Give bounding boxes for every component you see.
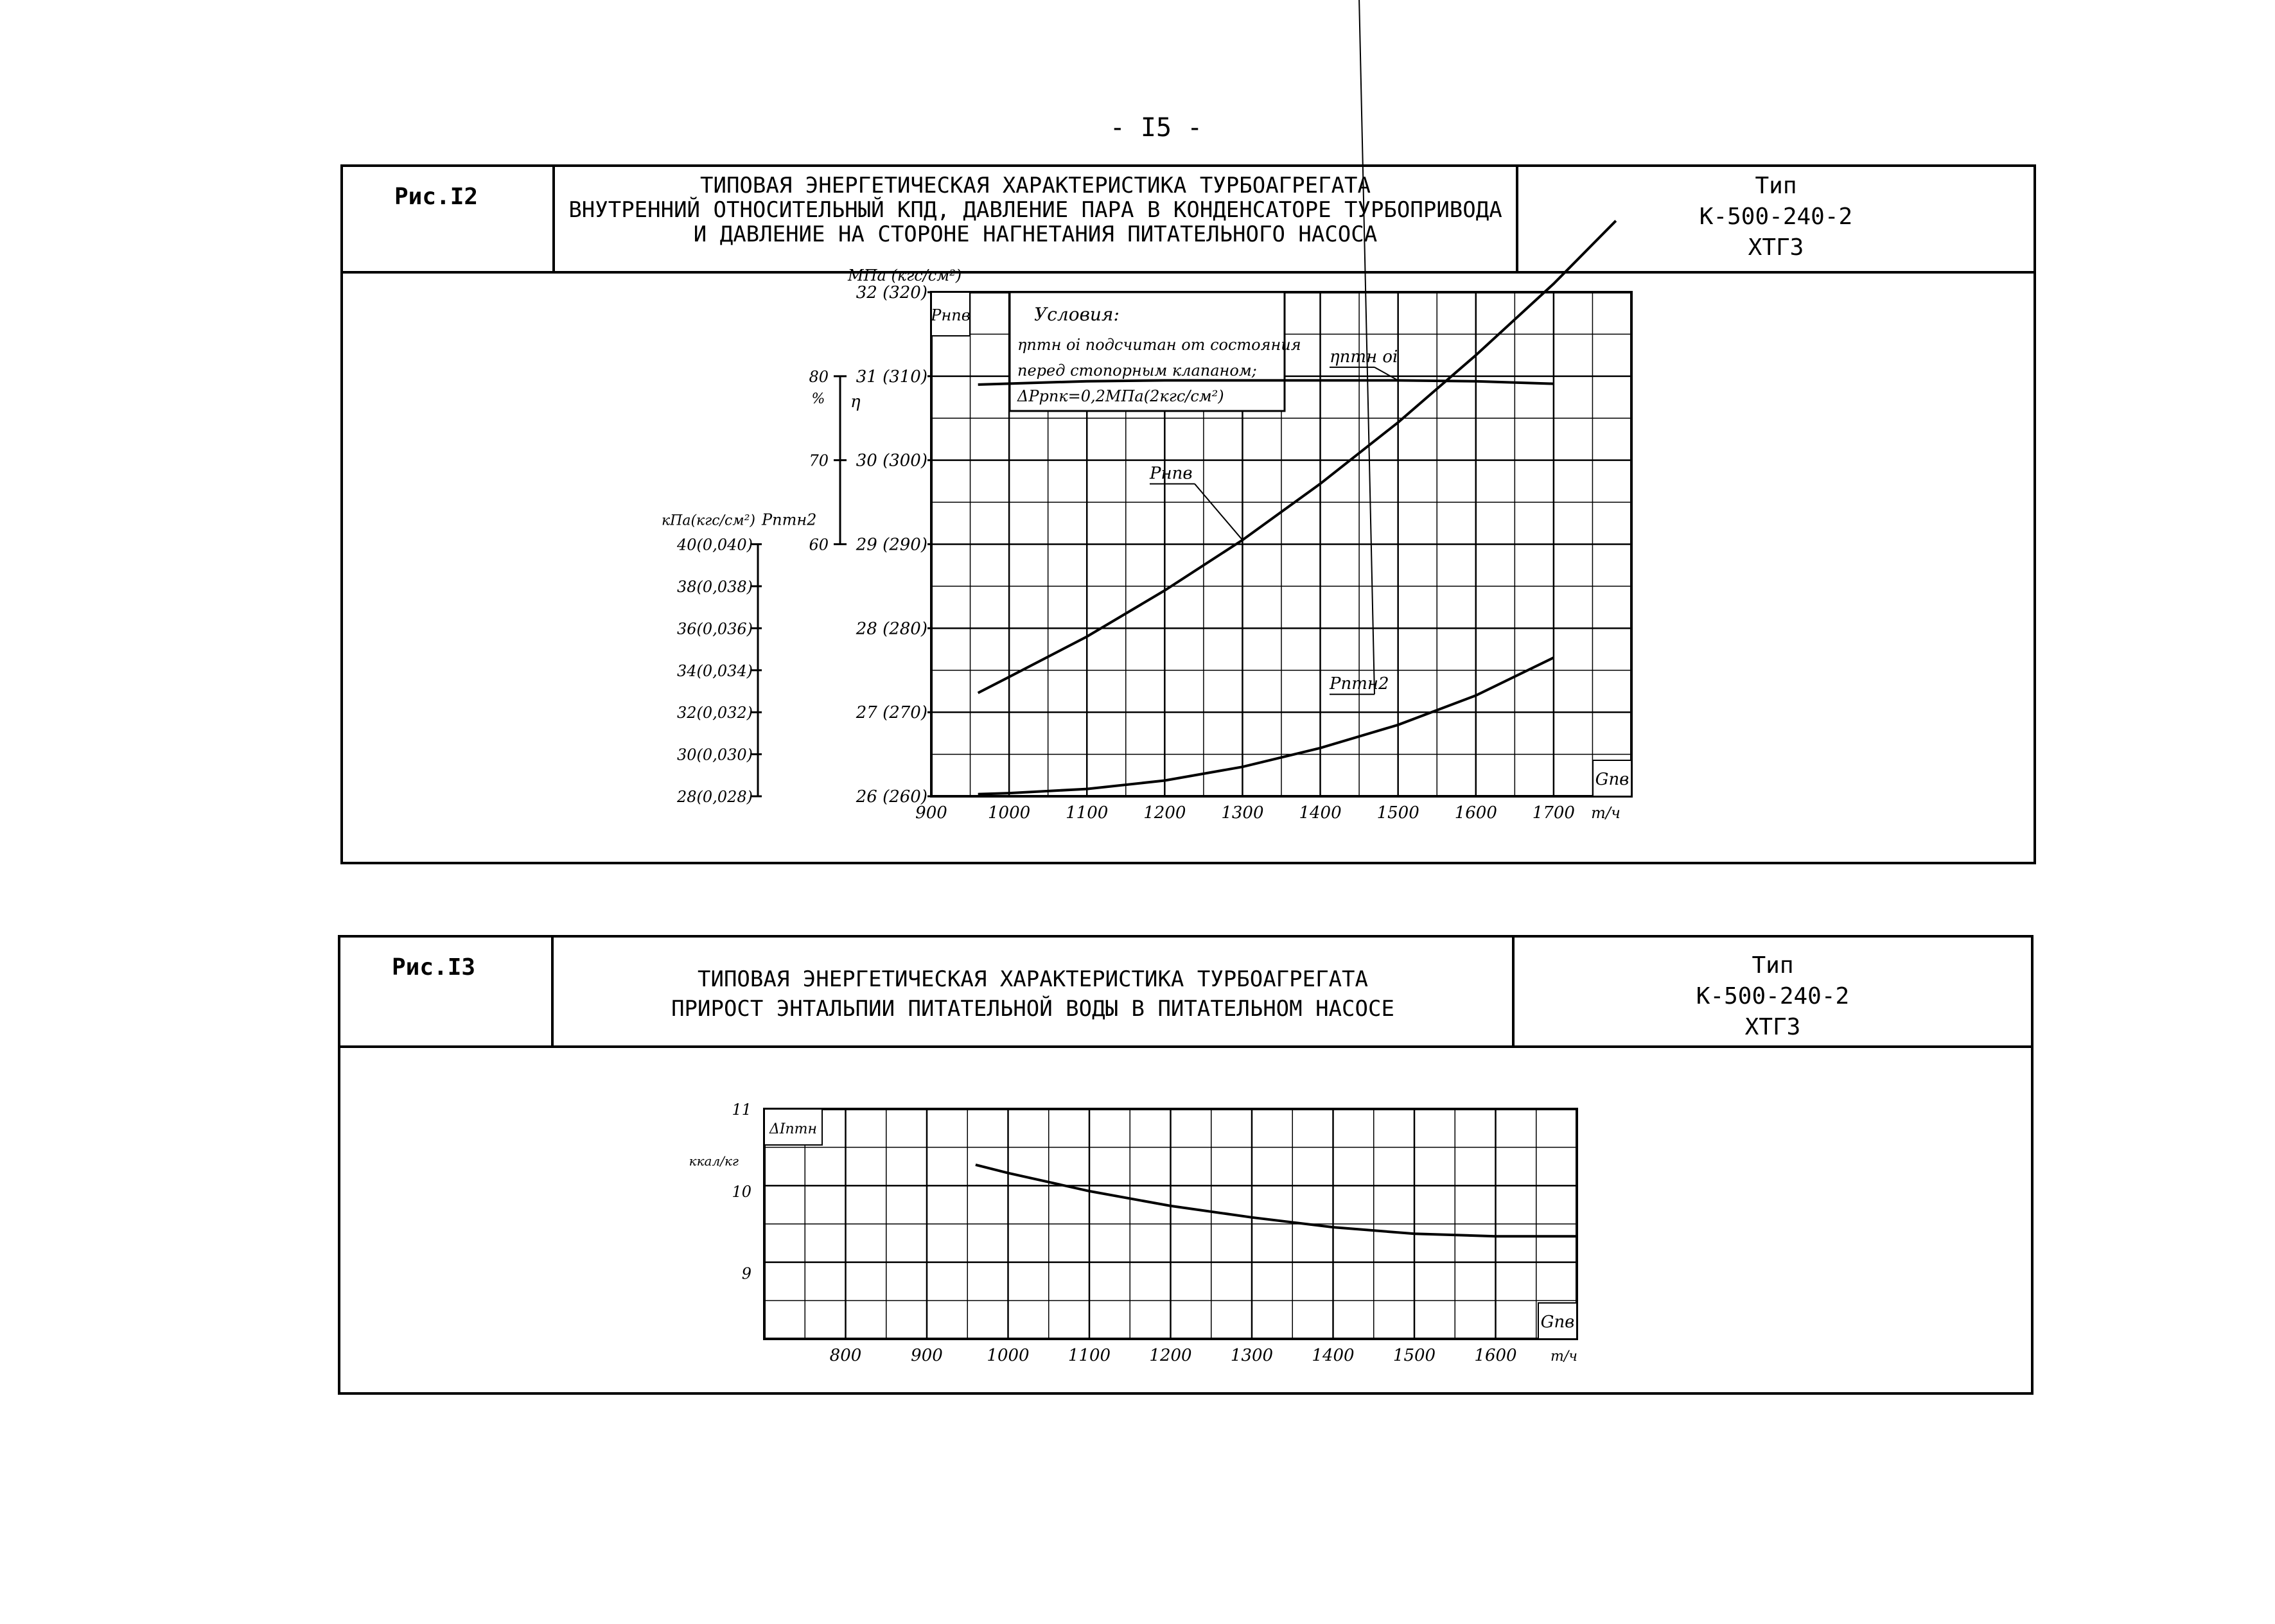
x-tick-label: 1300 <box>1231 1346 1273 1365</box>
efficiency-tick-label: 80 <box>809 368 829 386</box>
figure-12-label: Рис.I2 <box>394 184 479 210</box>
figure-12-title-line: И ДАВЛЕНИЕ НА СТОРОНЕ НАГНЕТАНИЯ ПИТАТЕЛ… <box>693 222 1378 247</box>
x-symbol-box <box>1538 1302 1577 1340</box>
series-label: ηптн oi <box>1330 347 1398 367</box>
pressure-tick-label: 28 (280) <box>856 619 927 638</box>
pressure-tick-label: 26 (260) <box>856 787 927 807</box>
x-tick-label: 1200 <box>1149 1346 1191 1365</box>
x-tick-label: 900 <box>911 1346 943 1365</box>
series-label: Pнпв <box>1149 464 1193 483</box>
condenser-tick-label: 36(0,036) <box>677 620 753 638</box>
x-symbol-label: Gпв <box>1595 770 1629 789</box>
x-tick-label: 1000 <box>988 803 1030 823</box>
x-symbol-label: Gпв <box>1541 1313 1575 1332</box>
y-tick-label: 9 <box>742 1265 751 1283</box>
conditions-line: ΔPрпк=0,2МПа(2кгс/см²) <box>1017 387 1224 405</box>
x-unit-label: т/ч <box>1591 804 1621 822</box>
x-tick-label: 1400 <box>1312 1346 1354 1365</box>
pressure-tick-label: 31 (310) <box>856 367 927 387</box>
figure-12-frame: Рис.I2 ТИПОВАЯ ЭНЕРГЕТИЧЕСКАЯ ХАРАКТЕРИС… <box>340 164 2036 864</box>
efficiency-symbol-label: η <box>850 392 861 412</box>
figure-12-type-line: Тип <box>1755 173 1797 199</box>
x-tick-label: 1100 <box>1068 1346 1111 1365</box>
x-tick-label: 1700 <box>1533 803 1575 823</box>
y-tick-label: 11 <box>732 1101 751 1119</box>
page-number: - I5 - <box>1109 113 1203 143</box>
figure-12-title: ТИПОВАЯ ЭНЕРГЕТИЧЕСКАЯ ХАРАКТЕРИСТИКА ТУ… <box>552 167 1518 271</box>
condenser-tick-label: 34(0,034) <box>677 662 753 680</box>
figure-13-type-line: Тип <box>1752 952 1794 979</box>
figure-13-frame: Рис.I3 ТИПОВАЯ ЭНЕРГЕТИЧЕСКАЯ ХАРАКТЕРИС… <box>338 935 2033 1395</box>
figure-12-type: Тип К-500-240-2 ХТГЗ <box>1518 167 2033 271</box>
x-tick-label: 1100 <box>1066 803 1108 823</box>
y-unit-label: ккал/кг <box>689 1153 739 1169</box>
pressure-axis-unit: МПа (кгс/см²) <box>847 266 962 284</box>
figure-13-type-line: ХТГЗ <box>1744 1014 1801 1040</box>
series-label-leader <box>1194 483 1243 541</box>
efficiency-tick-label: 70 <box>809 452 829 470</box>
conditions-title: Условия: <box>1034 304 1120 325</box>
conditions-line: ηптн oi подсчитан от состояния <box>1017 336 1301 354</box>
series-line <box>977 220 1617 694</box>
series-label: Pптн2 <box>1329 674 1389 694</box>
figure-13-header: Рис.I3 ТИПОВАЯ ЭНЕРГЕТИЧЕСКАЯ ХАРАКТЕРИС… <box>340 938 2031 1048</box>
figure-12-type-line: ХТГЗ <box>1748 234 1804 261</box>
efficiency-tick-label: 60 <box>809 536 829 554</box>
pressure-tick-label: 27 (270) <box>856 703 927 722</box>
condenser-tick-label: 32(0,032) <box>677 704 753 722</box>
x-tick-label: 900 <box>915 803 947 823</box>
pressure-tick-label: 30 (300) <box>856 451 927 471</box>
condenser-tick-label: 30(0,030) <box>677 746 753 764</box>
condenser-unit-label: кПа(кгс/см²) <box>662 513 755 529</box>
figure-12-type-line: К-500-240-2 <box>1699 204 1853 230</box>
series-label-leader <box>1374 366 1399 381</box>
x-tick-label: 1500 <box>1393 1346 1436 1365</box>
series-line <box>975 1163 1577 1238</box>
figure-13-label: Рис.I3 <box>392 954 476 981</box>
figure-13-type-line: К-500-240-2 <box>1696 983 1850 1009</box>
series-label-leader <box>1358 0 1375 695</box>
chart-2-plot-border <box>763 1108 1578 1340</box>
figure-13-title-line: ПРИРОСТ ЭНТАЛЬПИИ ПИТАТЕЛЬНОЙ ВОДЫ В ПИТ… <box>671 996 1394 1022</box>
conditions-box <box>1008 291 1286 412</box>
x-tick-label: 1500 <box>1377 803 1419 823</box>
pressure-tick-label: 32 (320) <box>856 283 927 302</box>
y-tick-label: 10 <box>732 1183 751 1201</box>
pressure-symbol-label: Pнпв <box>930 306 970 324</box>
pressure-symbol-box <box>931 292 971 336</box>
efficiency-unit-label: % <box>812 391 825 407</box>
x-tick-label: 1000 <box>987 1346 1029 1365</box>
x-tick-label: 800 <box>830 1346 862 1365</box>
series-line <box>978 379 1554 386</box>
figure-13-type: Тип К-500-240-2 ХТГЗ <box>1515 938 2031 1045</box>
series-line <box>978 656 1554 796</box>
x-tick-label: 1200 <box>1143 803 1186 823</box>
x-symbol-box <box>1592 760 1632 797</box>
pressure-tick-label: 29 (290) <box>856 536 927 555</box>
figure-12-title-line: ВНУТРЕННИЙ ОТНОСИТЕЛЬНЫЙ КПД, ДАВЛЕНИЕ П… <box>568 197 1502 223</box>
conditions-line: перед стопорным клапаном; <box>1017 362 1257 380</box>
figure-12-title-line: ТИПОВАЯ ЭНЕРГЕТИЧЕСКАЯ ХАРАКТЕРИСТИКА ТУ… <box>700 173 1371 198</box>
figure-13-title-line: ТИПОВАЯ ЭНЕРГЕТИЧЕСКАЯ ХАРАКТЕРИСТИКА ТУ… <box>698 966 1368 992</box>
y-symbol-box <box>764 1108 823 1146</box>
condenser-tick-label: 40(0,040) <box>676 536 753 554</box>
x-tick-label: 1600 <box>1455 803 1497 823</box>
condenser-tick-label: 28(0,028) <box>676 788 753 806</box>
x-tick-label: 1300 <box>1221 803 1263 823</box>
condenser-tick-label: 38(0,038) <box>677 578 753 596</box>
x-unit-label: т/ч <box>1550 1349 1577 1365</box>
y-symbol-label: ΔIптн <box>769 1121 817 1137</box>
x-tick-label: 1400 <box>1299 803 1341 823</box>
x-tick-label: 1600 <box>1474 1346 1516 1365</box>
figure-12-header: Рис.I2 ТИПОВАЯ ЭНЕРГЕТИЧЕСКАЯ ХАРАКТЕРИС… <box>343 167 2033 274</box>
figure-13-title: ТИПОВАЯ ЭНЕРГЕТИЧЕСКАЯ ХАРАКТЕРИСТИКА ТУ… <box>551 938 1515 1045</box>
condenser-symbol-label: Pптн2 <box>761 511 816 529</box>
